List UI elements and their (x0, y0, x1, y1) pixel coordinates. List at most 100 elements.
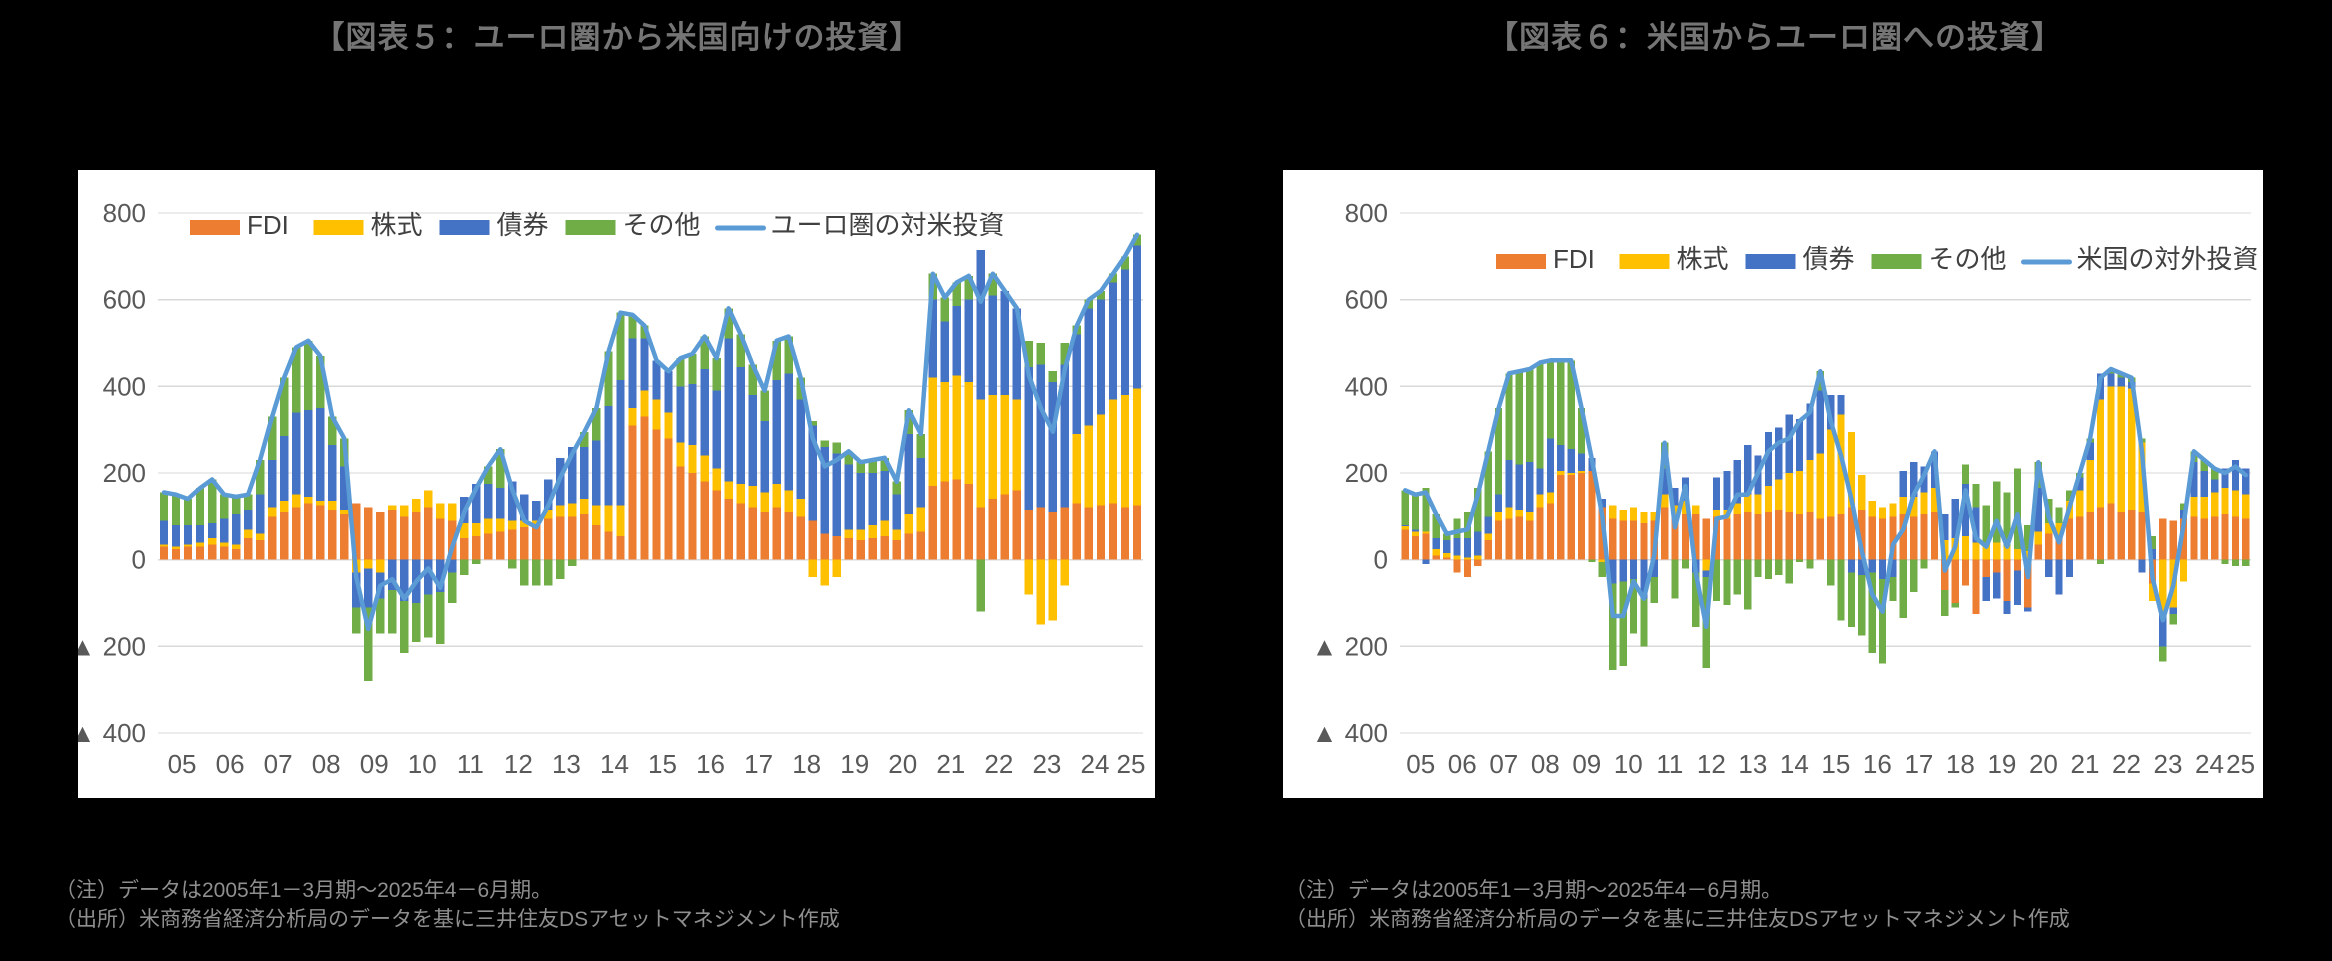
bar-segment (964, 299, 974, 382)
bar-segment (351, 503, 361, 560)
bar-segment (640, 416, 649, 560)
bar-segment (1108, 503, 1118, 560)
bar-segment (916, 507, 925, 532)
svg-text:16: 16 (1863, 749, 1892, 779)
bar-segment (1411, 494, 1420, 530)
bar-segment (1084, 507, 1094, 560)
bar-segment (988, 273, 998, 296)
bar-segment (2221, 559, 2229, 564)
bar-segment (2003, 546, 2011, 560)
bar-segment (1453, 538, 1461, 556)
bar-segment (592, 440, 601, 506)
bar-segment (1453, 559, 1461, 573)
svg-text:15: 15 (648, 749, 677, 779)
bar-segment (652, 429, 661, 560)
bar-segment (436, 503, 445, 519)
bar-segment (1899, 514, 1907, 560)
bar-segment (2221, 514, 2229, 560)
svg-text:15: 15 (1821, 749, 1850, 779)
bar-segment (748, 486, 757, 508)
bar-segment (1401, 490, 1409, 525)
bar-segment (916, 434, 925, 458)
bar-segment (1868, 516, 1876, 560)
bar-segment (760, 390, 769, 421)
bar-segment (1764, 486, 1773, 512)
bar-segment (1910, 559, 1918, 593)
bar-segment (2076, 516, 2084, 560)
bar-segment (231, 514, 241, 545)
bar-segment (1712, 559, 1721, 601)
bar-segment (964, 275, 974, 300)
bar-segment (1868, 501, 1876, 517)
bar-segment (1775, 479, 1783, 510)
bar-segment (2200, 518, 2208, 560)
bar-segment (988, 295, 998, 395)
bar-segment (1920, 492, 1928, 515)
bar-segment (183, 546, 193, 560)
bar-segment (171, 494, 181, 525)
bar-segment (1120, 269, 1130, 395)
bar-segment (616, 379, 625, 506)
bar-segment (1411, 529, 1420, 532)
bar-segment (1443, 557, 1451, 560)
bar-segment (1827, 559, 1835, 586)
bar-segment (1422, 488, 1430, 532)
bar-segment (520, 527, 529, 560)
bar-segment (1744, 494, 1752, 512)
bar-segment (1484, 533, 1492, 541)
bar-segment (1847, 572, 1856, 627)
bar-segment (1712, 509, 1721, 517)
bar-segment (1024, 340, 1034, 367)
bar-segment (2231, 516, 2240, 560)
bar-segment (760, 512, 769, 560)
bar-segment (616, 505, 625, 536)
bar-segment (2003, 559, 2011, 601)
bar-segment (2044, 559, 2053, 577)
svg-text:09: 09 (1572, 749, 1601, 779)
bar-segment (195, 525, 205, 543)
bar-segment (880, 470, 889, 521)
bar-segment (796, 516, 805, 560)
svg-text:600: 600 (103, 285, 146, 315)
bar-segment (700, 369, 709, 456)
note-line: （注）データは2005年1－3月期～2025年4－6月期。 (55, 879, 553, 902)
bar-segment (1619, 581, 1627, 666)
bar-segment (1733, 460, 1741, 504)
bar-segment (604, 531, 613, 560)
bar-segment (1941, 590, 1949, 616)
bar-segment (1432, 538, 1440, 549)
bar-segment (1702, 570, 1710, 577)
bar-segment (1084, 308, 1094, 426)
bar-segment (580, 447, 589, 499)
bar-segment (219, 542, 229, 547)
legend: FDI 株式 債券 その他 米国の対外投資 (1496, 244, 2259, 274)
bar-segment (1972, 542, 1980, 560)
bar-segment (388, 509, 397, 560)
bar-segment (400, 600, 409, 653)
bar-segment (2200, 470, 2208, 497)
bar-segment (1453, 555, 1461, 560)
bar-segment (808, 559, 817, 577)
bar-segment (640, 390, 649, 417)
bar-segment (964, 382, 974, 484)
bar-segment (1546, 438, 1555, 493)
bar-segment (940, 321, 950, 382)
bar-segment (1681, 559, 1690, 569)
bar-segment (2076, 490, 2084, 517)
bar-segment (388, 505, 397, 510)
bar-segment (568, 503, 577, 517)
bar-segment (2169, 607, 2177, 614)
bar-segment (1084, 425, 1094, 508)
bar-segment (976, 507, 986, 560)
bar-segment (1982, 577, 1990, 601)
bar-segment (1961, 535, 1970, 560)
bar-segment (724, 481, 733, 499)
bar-segment (327, 501, 337, 510)
bar-segment (1868, 559, 1876, 573)
bar-segment (1681, 501, 1690, 515)
bar-segment (880, 535, 889, 560)
bar-segment (1692, 514, 1700, 560)
bar-segment (664, 438, 673, 560)
bar-segment (1463, 557, 1472, 560)
bar-segment (1432, 514, 1440, 538)
